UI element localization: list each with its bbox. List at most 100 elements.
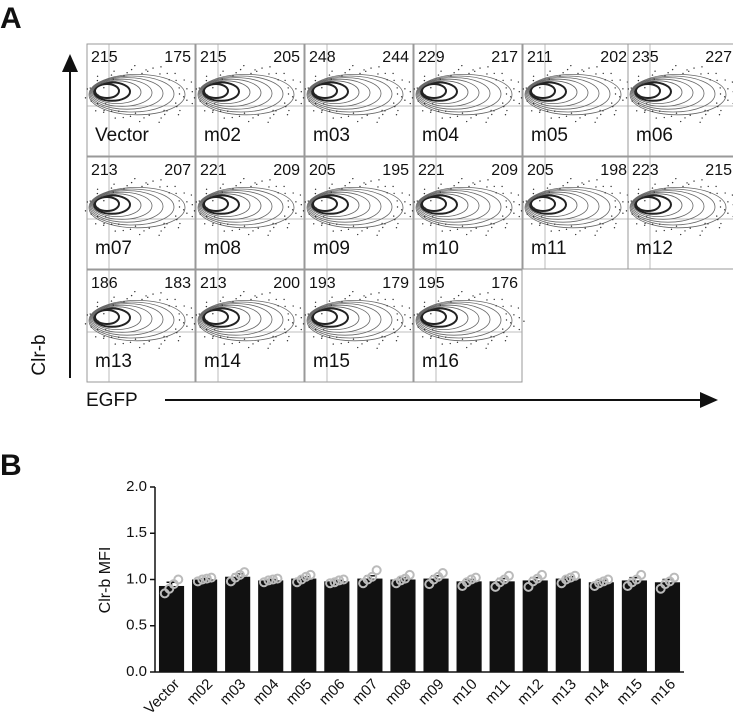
event-dot [631,200,632,201]
event-dot [644,225,645,226]
event-dot [700,73,701,74]
event-dot [344,185,345,186]
event-dot [487,230,488,231]
event-dot [626,97,627,98]
bar [523,580,548,672]
event-dot [206,189,207,190]
event-dot [353,113,354,114]
event-dot [115,230,116,231]
event-dot [103,200,104,201]
event-dot [178,340,179,341]
event-dot [638,103,639,104]
event-dot [323,103,324,104]
event-dot [494,186,495,187]
event-dot [513,201,514,202]
event-dot [549,78,550,79]
event-dot [506,93,507,94]
event-dot [103,225,104,226]
event-dot [716,80,717,81]
event-dot [284,328,285,329]
event-dot [638,216,639,217]
event-dot [261,293,262,294]
event-dot [707,223,708,224]
event-dot [506,223,507,224]
event-dot [267,235,268,236]
event-dot [244,339,245,340]
event-dot [315,320,316,321]
event-dot [430,87,431,88]
event-dot [269,292,270,293]
event-dot [269,230,270,231]
event-dot [457,229,458,230]
event-dot [191,194,192,195]
event-dot [393,80,394,81]
event-dot [321,223,322,224]
event-dot [333,117,334,118]
event-dot [367,228,368,229]
event-dot [176,332,177,333]
gate-value: 211 [527,49,553,66]
plot-name: m14 [204,351,241,372]
event-dot [684,230,685,231]
event-dot [496,192,497,193]
event-dot [239,116,240,117]
event-dot [559,188,560,189]
event-dot [321,112,322,113]
event-dot [308,87,309,88]
event-dot [87,88,88,89]
bar [258,580,283,672]
event-dot [359,299,360,300]
event-dot [676,113,677,114]
event-dot [461,291,462,292]
event-dot [268,73,269,74]
event-dot [700,186,701,187]
gate-value: 213 [91,162,118,179]
event-dot [513,326,514,327]
event-dot [152,67,153,68]
event-dot [97,94,98,95]
event-dot [539,112,540,113]
event-dot [682,186,683,187]
event-dot [619,209,620,210]
gate-value: 198 [600,162,627,179]
event-dot [430,313,431,314]
event-dot [160,343,161,344]
event-dot [636,223,637,224]
event-dot [603,186,604,187]
plot-name: m02 [204,125,241,146]
event-dot [352,291,353,292]
event-dot [196,88,197,89]
event-dot [361,343,362,344]
event-dot [457,342,458,343]
event-dot [693,67,694,68]
event-dot [699,235,700,236]
event-dot [240,295,241,296]
event-dot [562,72,563,73]
event-dot [547,224,548,225]
event-dot [693,180,694,181]
event-dot [610,186,611,187]
event-dot [160,179,161,180]
event-dot [278,79,279,80]
event-dot [113,191,114,192]
event-dot [183,79,184,80]
event-dot [204,223,205,224]
event-dot [301,204,302,205]
event-dot [206,306,207,307]
event-dot [438,74,439,75]
event-dot [588,67,589,68]
y-axis-label: Clr-b [29,334,50,375]
event-dot [200,213,201,214]
event-dot [210,84,211,85]
bar [556,579,581,672]
event-dot [505,200,506,201]
event-dot [404,314,405,315]
event-dot [341,75,342,76]
event-dot [315,94,316,95]
event-dot [256,184,257,185]
event-dot [377,73,378,74]
gate-value: 200 [273,275,300,292]
event-dot [600,227,601,228]
event-dot [111,187,112,188]
event-dot [468,299,469,300]
